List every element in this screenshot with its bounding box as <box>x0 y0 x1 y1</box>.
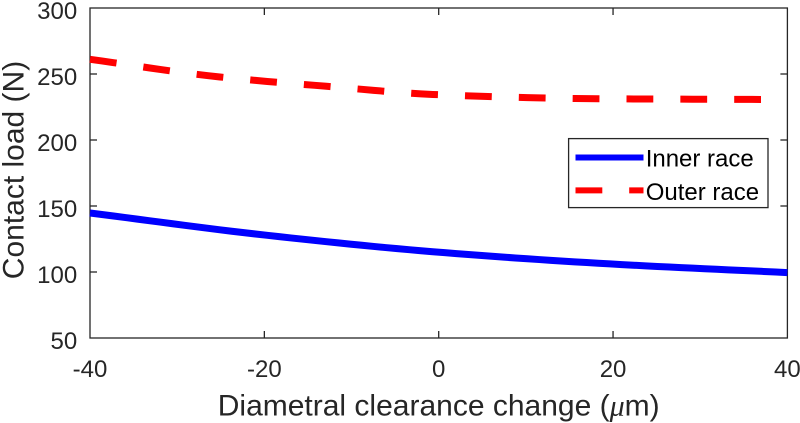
svg-text:300: 300 <box>37 0 77 25</box>
svg-text:250: 250 <box>37 64 77 91</box>
svg-text:150: 150 <box>37 196 77 223</box>
svg-text:Outer race: Outer race <box>646 179 759 206</box>
svg-text:Diametral clearance change (μm: Diametral clearance change (μm) <box>218 390 660 423</box>
svg-text:Inner race: Inner race <box>646 146 754 173</box>
svg-text:40: 40 <box>774 356 800 383</box>
svg-text:200: 200 <box>37 130 77 157</box>
svg-text:0: 0 <box>432 356 445 383</box>
svg-text:50: 50 <box>50 328 77 355</box>
svg-text:-40: -40 <box>73 356 108 383</box>
svg-text:-20: -20 <box>247 356 282 383</box>
svg-text:Contact load (N): Contact load (N) <box>0 61 31 279</box>
svg-text:100: 100 <box>37 262 77 289</box>
svg-text:20: 20 <box>600 356 627 383</box>
